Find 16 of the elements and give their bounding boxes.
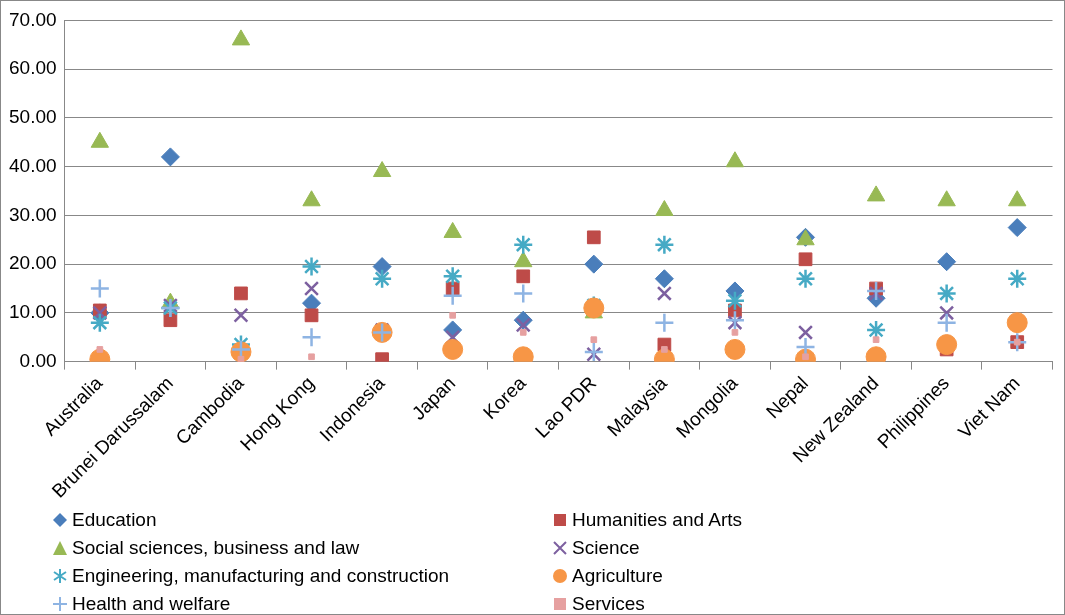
y-tick-label: 10.00	[9, 301, 57, 323]
legend-label: Health and welfare	[72, 593, 231, 615]
y-tick-label: 70.00	[9, 8, 57, 30]
y-tick-label: 50.00	[9, 106, 57, 128]
legend-label: Humanities and Arts	[572, 509, 743, 531]
legend-label: Agriculture	[572, 565, 663, 587]
y-tick-label: 20.00	[9, 252, 57, 274]
legend-label: Education	[72, 509, 157, 531]
y-tick-label: 40.00	[9, 154, 57, 176]
legend-label: Services	[572, 593, 645, 615]
y-tick-label: 60.00	[9, 57, 57, 79]
legend-label: Science	[572, 537, 640, 559]
y-tick-label: 0.00	[19, 349, 57, 371]
legend-label: Social sciences, business and law	[72, 537, 360, 559]
y-tick-label: 30.00	[9, 203, 57, 225]
legend-label: Engineering, manufacturing and construction	[72, 565, 450, 587]
